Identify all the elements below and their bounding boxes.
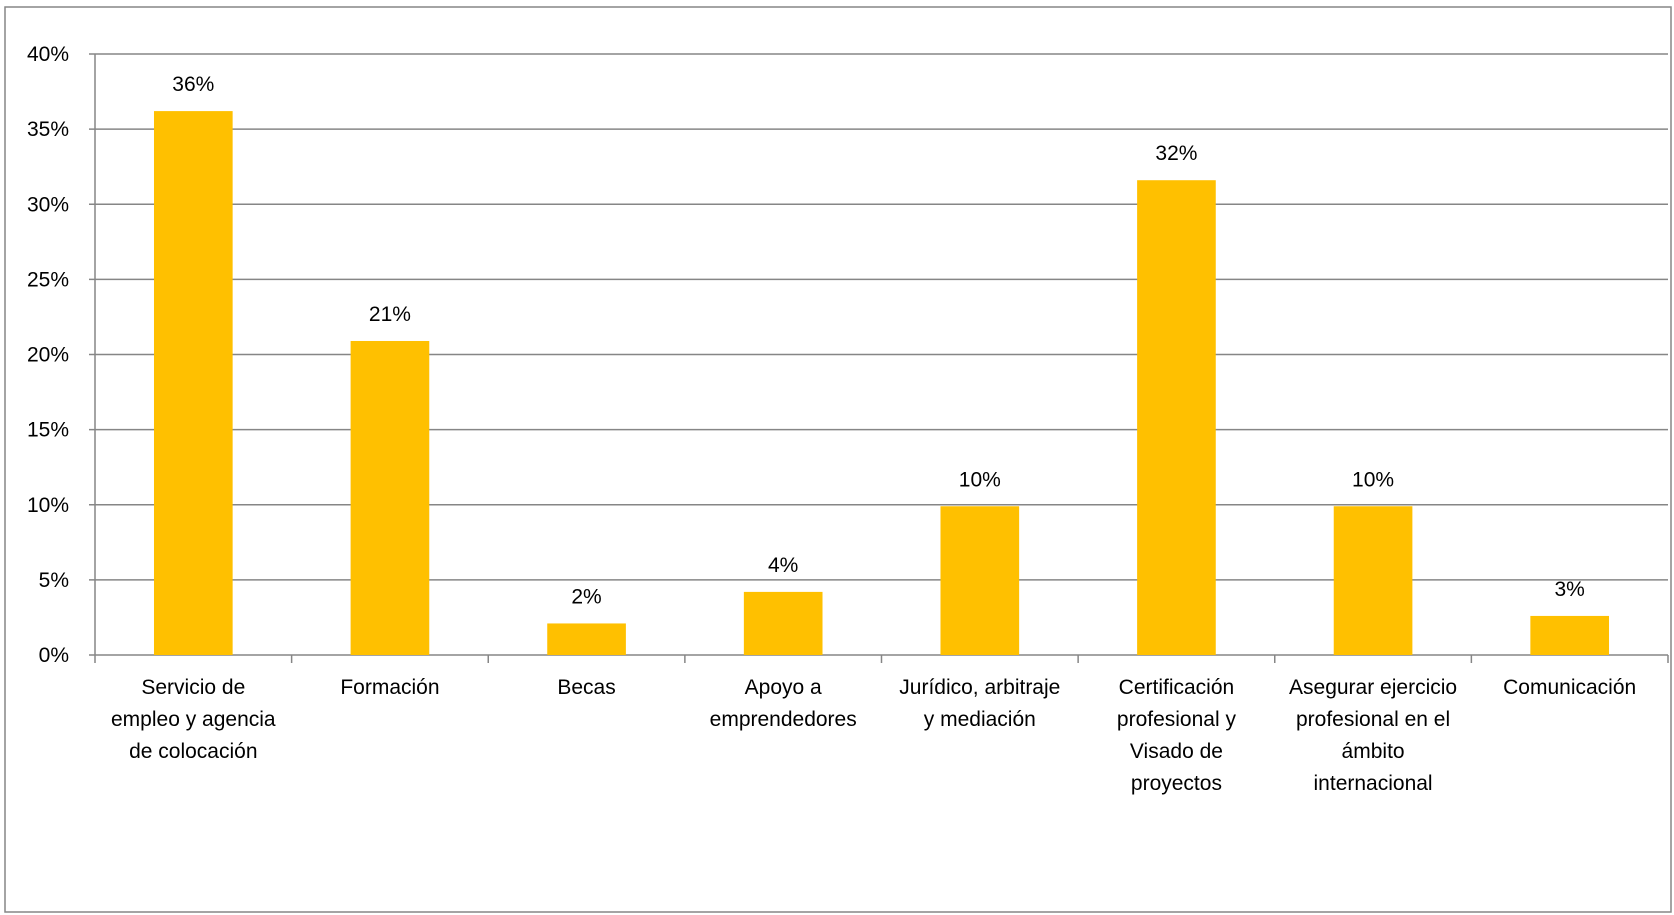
x-tick-label: Servicio de empleo y agencia de colocación bbox=[111, 676, 276, 763]
y-tick-label: 25% bbox=[27, 268, 69, 291]
y-tick-label: 5% bbox=[39, 569, 69, 592]
y-tick-label: 35% bbox=[27, 118, 69, 141]
data-label: 10% bbox=[959, 468, 1001, 491]
x-tick-label: Becas bbox=[557, 676, 615, 699]
bars bbox=[153, 111, 1610, 656]
x-tick-label: Jurídico, arbitraje y mediación bbox=[899, 676, 1060, 731]
y-tick-label: 0% bbox=[39, 644, 69, 667]
y-tick-label: 10% bbox=[27, 494, 69, 517]
x-tick-label: Asegurar ejercicio profesional en el ámbit… bbox=[1289, 676, 1457, 795]
bar bbox=[940, 506, 1020, 655]
y-tick-label: 40% bbox=[27, 43, 69, 66]
x-tick-label: Formación bbox=[340, 676, 439, 699]
x-tick-label: Certificación profesional y Visado de proye… bbox=[1117, 676, 1237, 795]
bar bbox=[153, 111, 233, 656]
labels: 0% 5% 10% 15% 20% 25% 30% 35% 40% 36% Servicio de e… bbox=[27, 43, 1636, 795]
y-tick-label: 20% bbox=[27, 344, 69, 367]
data-label: 10% bbox=[1352, 468, 1394, 491]
data-label: 36% bbox=[172, 73, 214, 96]
data-label: 2% bbox=[571, 585, 601, 608]
bar bbox=[1333, 506, 1413, 655]
data-label: 3% bbox=[1555, 578, 1585, 601]
bar bbox=[1137, 180, 1216, 655]
bar bbox=[547, 623, 626, 655]
y-tick-label: 30% bbox=[27, 193, 69, 216]
data-label: 32% bbox=[1155, 142, 1197, 165]
data-label: 4% bbox=[768, 554, 798, 577]
bar bbox=[743, 591, 823, 655]
bar bbox=[1530, 615, 1610, 655]
y-tick-label: 15% bbox=[27, 419, 69, 442]
x-tick-label: Apoyo a emprendedores bbox=[710, 676, 857, 731]
x-tick-label: Comunicación bbox=[1503, 676, 1636, 699]
bar bbox=[350, 340, 430, 655]
data-label: 21% bbox=[369, 303, 411, 326]
chart-border bbox=[4, 6, 1672, 913]
